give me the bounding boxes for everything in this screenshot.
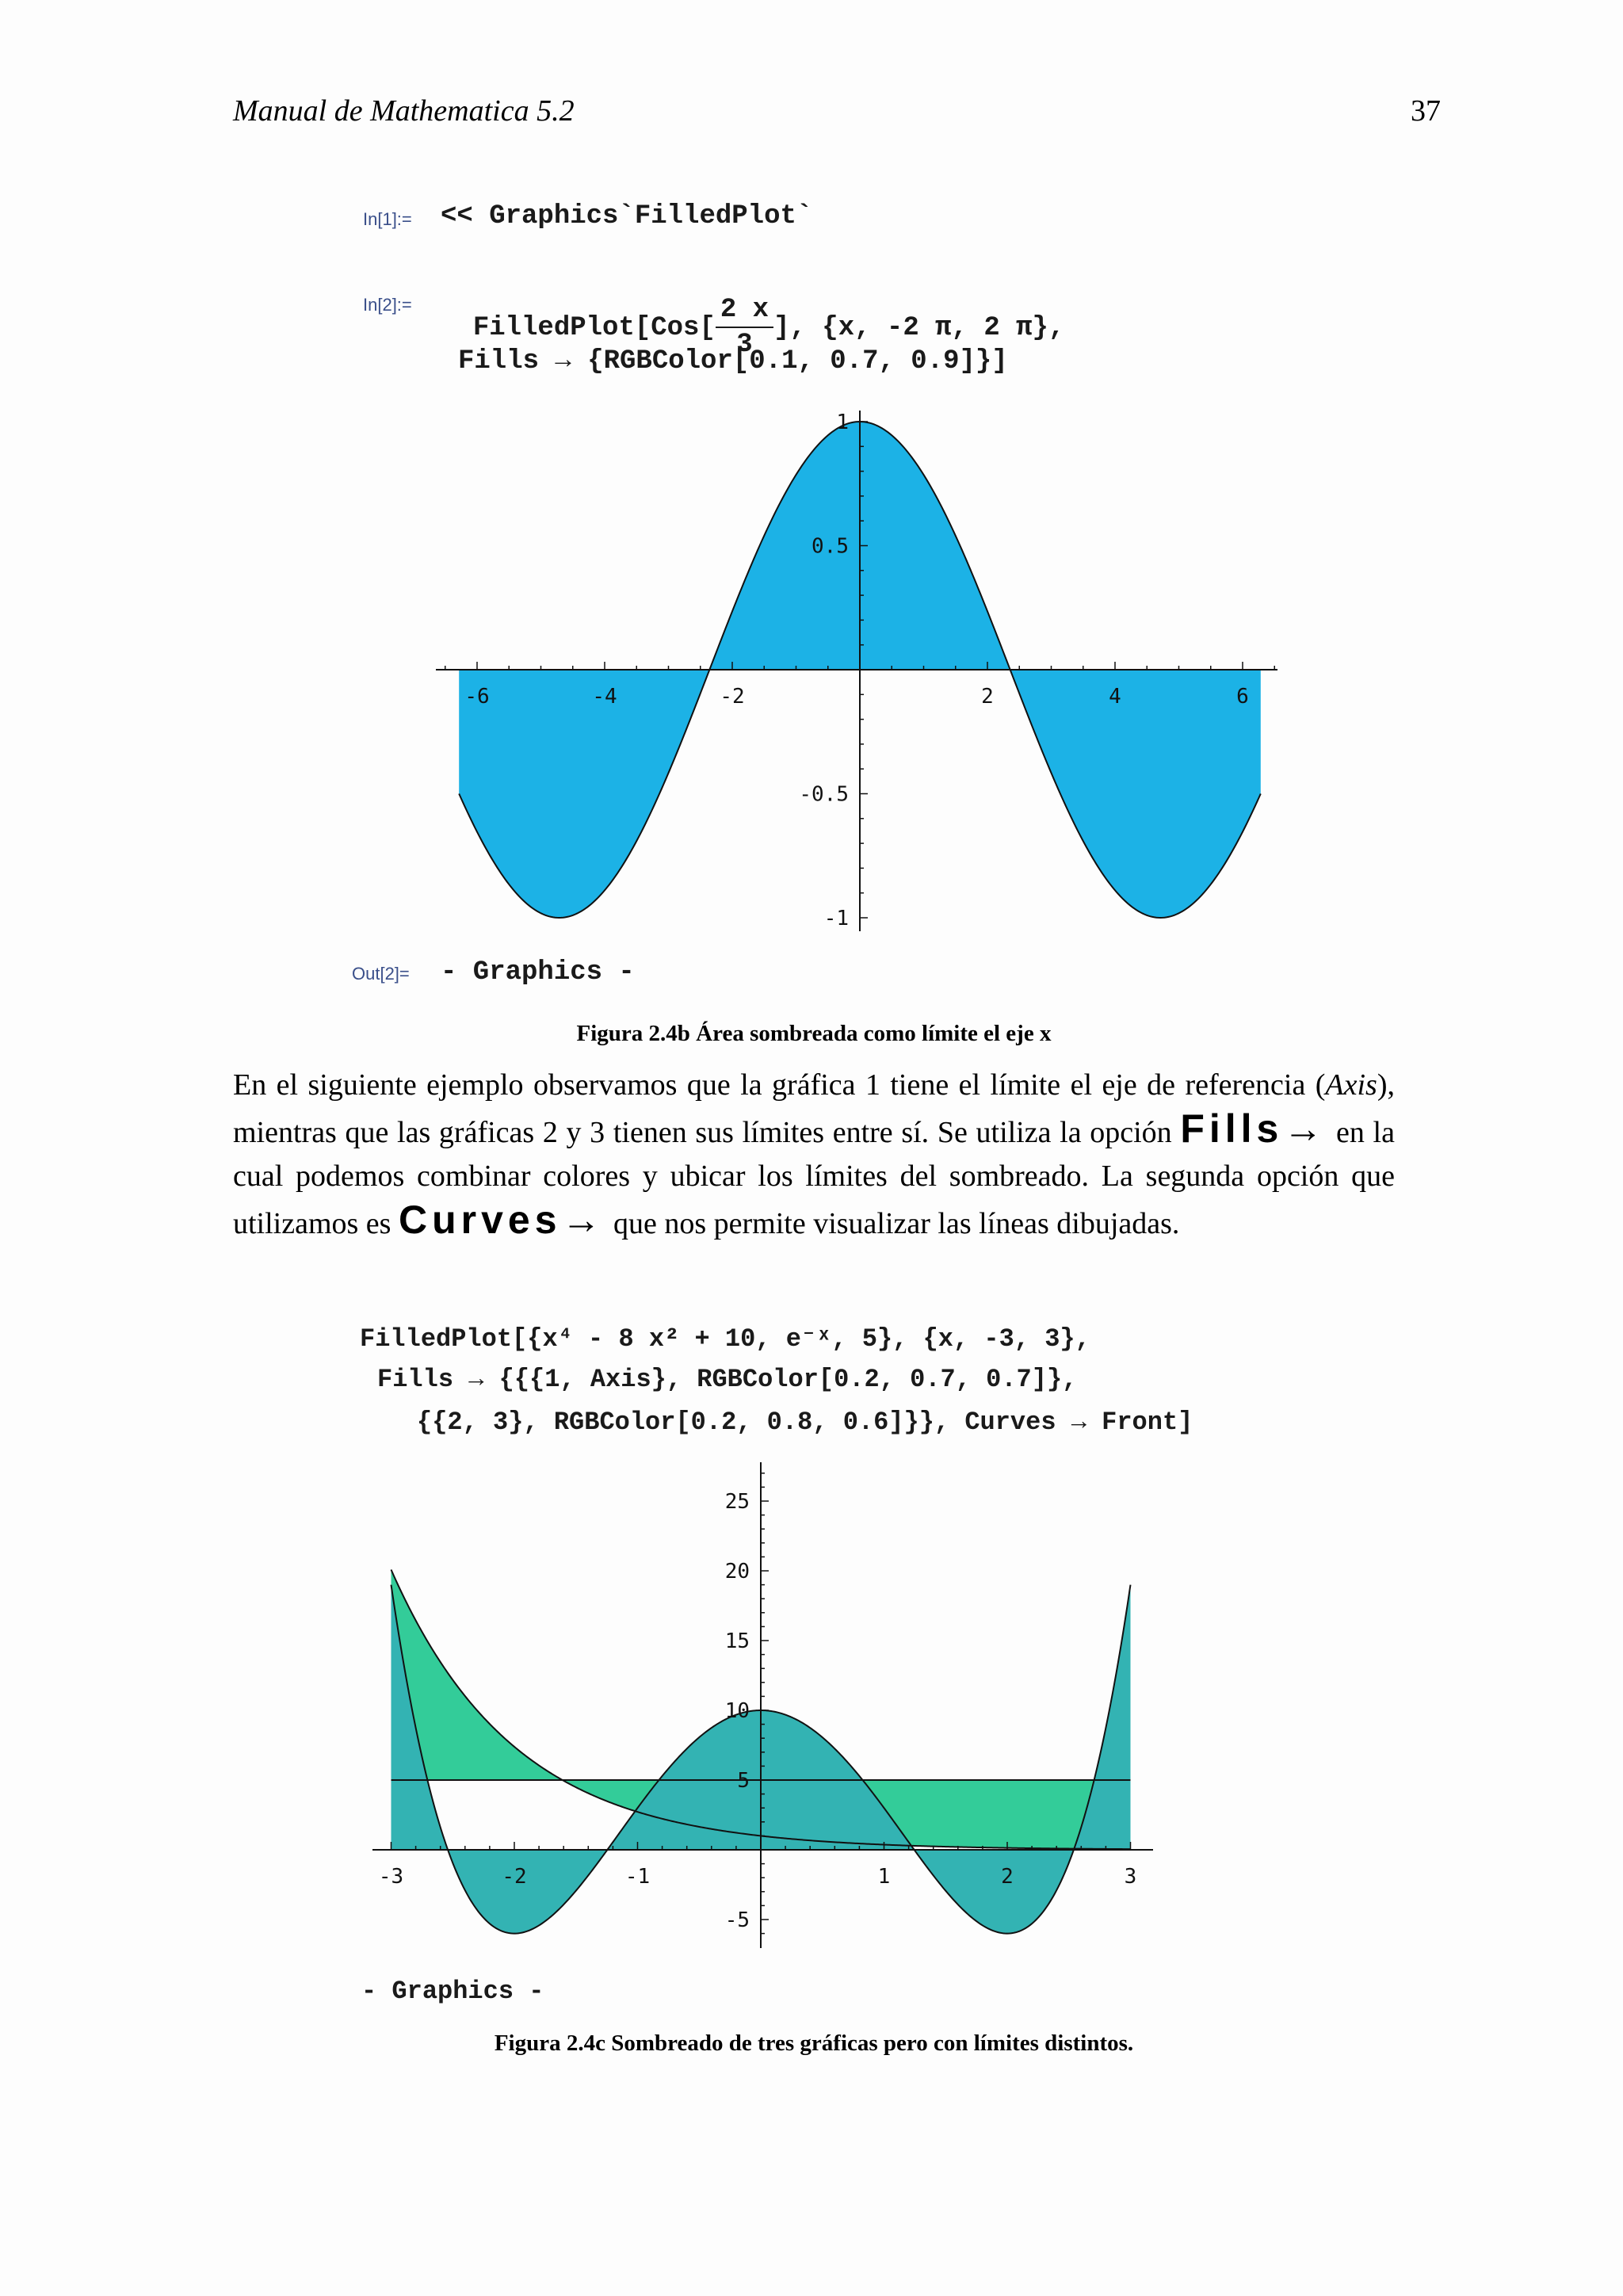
- x-tick-label: -4: [592, 685, 617, 709]
- in1-code: << Graphics`FilledPlot`: [441, 201, 813, 231]
- x-tick-label: -3: [379, 1865, 403, 1889]
- code2-line2: Fills → {{{1, Axis}, RGBColor[0.2, 0.7, …: [377, 1365, 1078, 1394]
- figure-caption-2-4c: Figura 2.4c Sombreado de tres gráficas p…: [494, 2030, 1134, 2056]
- x-tick-label: -1: [625, 1865, 650, 1889]
- keyword-fills: Fills→: [1180, 1106, 1328, 1151]
- paragraph-axis-word: Axis: [1325, 1068, 1377, 1102]
- in2-fraction-numerator: 2 x: [715, 296, 774, 328]
- in1-prompt: In[1]:=: [363, 209, 412, 229]
- body-paragraph: En el siguiente ejemplo observamos que l…: [233, 1064, 1395, 1246]
- x-tick-label: 2: [1001, 1865, 1014, 1889]
- keyword-curves: Curves→: [398, 1198, 606, 1242]
- in2-function: FilledPlot[Cos[: [472, 312, 716, 343]
- y-tick-label: 10: [725, 1699, 750, 1723]
- y-tick-label: -5: [725, 1908, 750, 1932]
- in2-fraction-denominator: 3: [736, 330, 753, 360]
- out2-prompt: Out[2]=: [352, 964, 410, 984]
- running-header-title: Manual de Mathematica 5.2: [233, 94, 575, 128]
- x-tick-label: 4: [1109, 685, 1121, 709]
- x-tick-label: -2: [720, 685, 744, 709]
- y-tick-label: 0.5: [812, 535, 849, 559]
- in2-code-line1: FilledPlot[Cos[2 x 3], {x, -2 π, 2 π},: [441, 266, 1065, 360]
- y-tick-label: 5: [737, 1769, 750, 1793]
- x-tick-label: 1: [878, 1865, 891, 1889]
- in2-prompt: In[2]:=: [363, 295, 412, 315]
- chart-cos-filled: -6 -4 -2 2 4 6 -1 -0.5 0.5 1: [436, 411, 1277, 931]
- code2-line1: FilledPlot[{x⁴ - 8 x² + 10, e⁻ˣ, 5}, {x,…: [360, 1324, 1090, 1354]
- paragraph-text-2: ), mientras que las gráficas 2 y 3 tiene…: [233, 1068, 1395, 1149]
- y-tick-label: 15: [725, 1629, 750, 1653]
- chart-three-functions-filled: -3 -2 -1 1 2 3 -5 5 10 15 20 25: [372, 1462, 1153, 1948]
- x-tick-label: 6: [1236, 685, 1249, 709]
- paragraph-text-3: en la cual podemos combinar colores y ub…: [233, 1116, 1395, 1240]
- paragraph-text-1: En el siguiente ejemplo observamos que l…: [233, 1068, 1326, 1102]
- in2-args: ], {x, -2 π, 2 π},: [773, 312, 1065, 343]
- y-tick-label: -0.5: [799, 783, 849, 807]
- page-number: 37: [1411, 94, 1441, 128]
- y-tick-label: 1: [836, 411, 849, 434]
- out-graphics-2: - Graphics -: [361, 1977, 544, 2006]
- paragraph-text-4: que nos permite visualizar las líneas di…: [605, 1207, 1180, 1240]
- x-tick-label: -2: [502, 1865, 526, 1889]
- x-tick-label: 3: [1125, 1865, 1137, 1889]
- in2-code-line2: Fills → {RGBColor[0.1, 0.7, 0.9]}]: [458, 346, 1008, 376]
- x-tick-label: -6: [464, 685, 489, 709]
- x-tick-label: 2: [981, 685, 994, 709]
- y-tick-label: -1: [824, 907, 849, 930]
- y-tick-label: 25: [725, 1490, 750, 1514]
- code2-line3: {{2, 3}, RGBColor[0.2, 0.8, 0.6]}}, Curv…: [417, 1408, 1193, 1437]
- out2-graphics: - Graphics -: [441, 957, 635, 988]
- figure-caption-2-4b: Figura 2.4b Área sombreada como límite e…: [576, 1021, 1052, 1046]
- y-tick-label: 20: [725, 1560, 750, 1584]
